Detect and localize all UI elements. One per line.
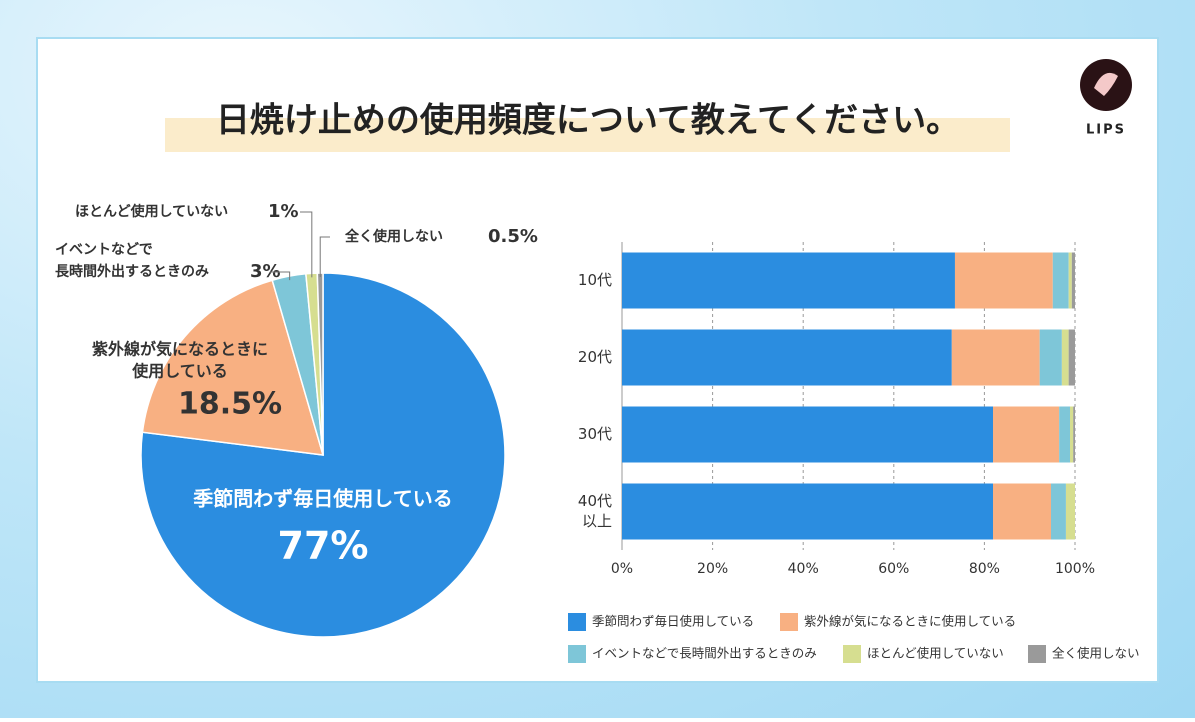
- legend-swatch: [1028, 645, 1046, 663]
- leader-line: [300, 211, 313, 278]
- pie-chart: 季節問わず毎日使用している 77% 紫外線が気になるときに使用している 18.5% イベ…: [55, 201, 538, 638]
- legend-label: 全く使用しない: [1052, 646, 1140, 661]
- bar-segment: [1073, 406, 1075, 463]
- slice-value-label: 0.5%: [488, 226, 538, 247]
- x-tick-label: 40%: [788, 561, 819, 577]
- y-tick-label: 40代: [578, 492, 612, 510]
- bar-segment: [993, 483, 1051, 540]
- slice-value-label: 3%: [250, 261, 281, 282]
- logo-text: LIPS: [1086, 123, 1126, 138]
- bar-segment: [622, 252, 955, 309]
- legend-label: イベントなどで長時間外出するときのみ: [592, 646, 817, 661]
- slice-label: 紫外線が気になるときに: [92, 340, 268, 359]
- pie-slice: [141, 279, 325, 456]
- legend-swatch: [568, 613, 586, 631]
- legend-swatch: [843, 645, 861, 663]
- slice-label: 全く使用しない: [344, 228, 443, 245]
- bar-segment: [622, 329, 952, 386]
- y-tick-label: 以上: [582, 512, 612, 530]
- pie-slice: [140, 272, 506, 638]
- bar-segment: [951, 329, 1040, 386]
- bar-segment: [1070, 406, 1074, 463]
- slice-value-label: 18.5%: [178, 387, 282, 422]
- slice-value-label: 77%: [278, 524, 369, 568]
- x-tick-label: 60%: [878, 561, 909, 577]
- leader-line: [270, 271, 291, 281]
- bar-segment: [1061, 329, 1069, 386]
- x-tick-label: 20%: [697, 561, 728, 577]
- slice-label: 使用している: [131, 362, 228, 381]
- bar-segment: [1052, 252, 1069, 309]
- y-tick-label: 20代: [578, 348, 612, 366]
- y-tick-label: 10代: [578, 271, 612, 289]
- leader-line: [319, 236, 330, 278]
- legend-label: 季節問わず毎日使用している: [592, 614, 754, 629]
- bar-segment: [1071, 252, 1075, 309]
- bar-segment: [1050, 483, 1066, 540]
- bar-chart: 0% 20% 40% 60% 80% 100% 10代 20代 30代 40代以上季節問わず毎日使…: [568, 242, 1140, 663]
- bar-segment: [622, 483, 994, 540]
- bar-segment: [1059, 406, 1071, 463]
- x-tick-label: 0%: [611, 561, 633, 577]
- y-tick-label: 30代: [578, 425, 612, 443]
- title-highlight: [165, 118, 1010, 152]
- slice-label: イベントなどで: [55, 242, 153, 258]
- legend-label: ほとんど使用していない: [867, 646, 1004, 661]
- logo-icon: [1094, 72, 1118, 96]
- bar-segment: [993, 406, 1060, 463]
- x-tick-label: 100%: [1055, 561, 1095, 577]
- bar-segment: [622, 406, 994, 463]
- bar-segment: [1065, 483, 1075, 540]
- slice-label: 長時間外出するときのみ: [55, 263, 209, 280]
- bar-segment: [1068, 329, 1075, 386]
- slice-label: 季節問わず毎日使用している: [192, 487, 452, 511]
- slice-label: ほとんど使用していない: [75, 203, 228, 220]
- legend-label: 紫外線が気になるときに使用している: [804, 614, 1016, 629]
- x-tick-label: 80%: [969, 561, 1000, 577]
- legend-swatch: [568, 645, 586, 663]
- legend-swatch: [780, 613, 798, 631]
- bar-segment: [1068, 252, 1072, 309]
- bar-segment: [954, 252, 1053, 309]
- bar-segment: [1039, 329, 1062, 386]
- slice-value-label: 1%: [268, 201, 299, 222]
- chart-title: 日焼け止めの使用頻度について教えてください。: [216, 101, 960, 141]
